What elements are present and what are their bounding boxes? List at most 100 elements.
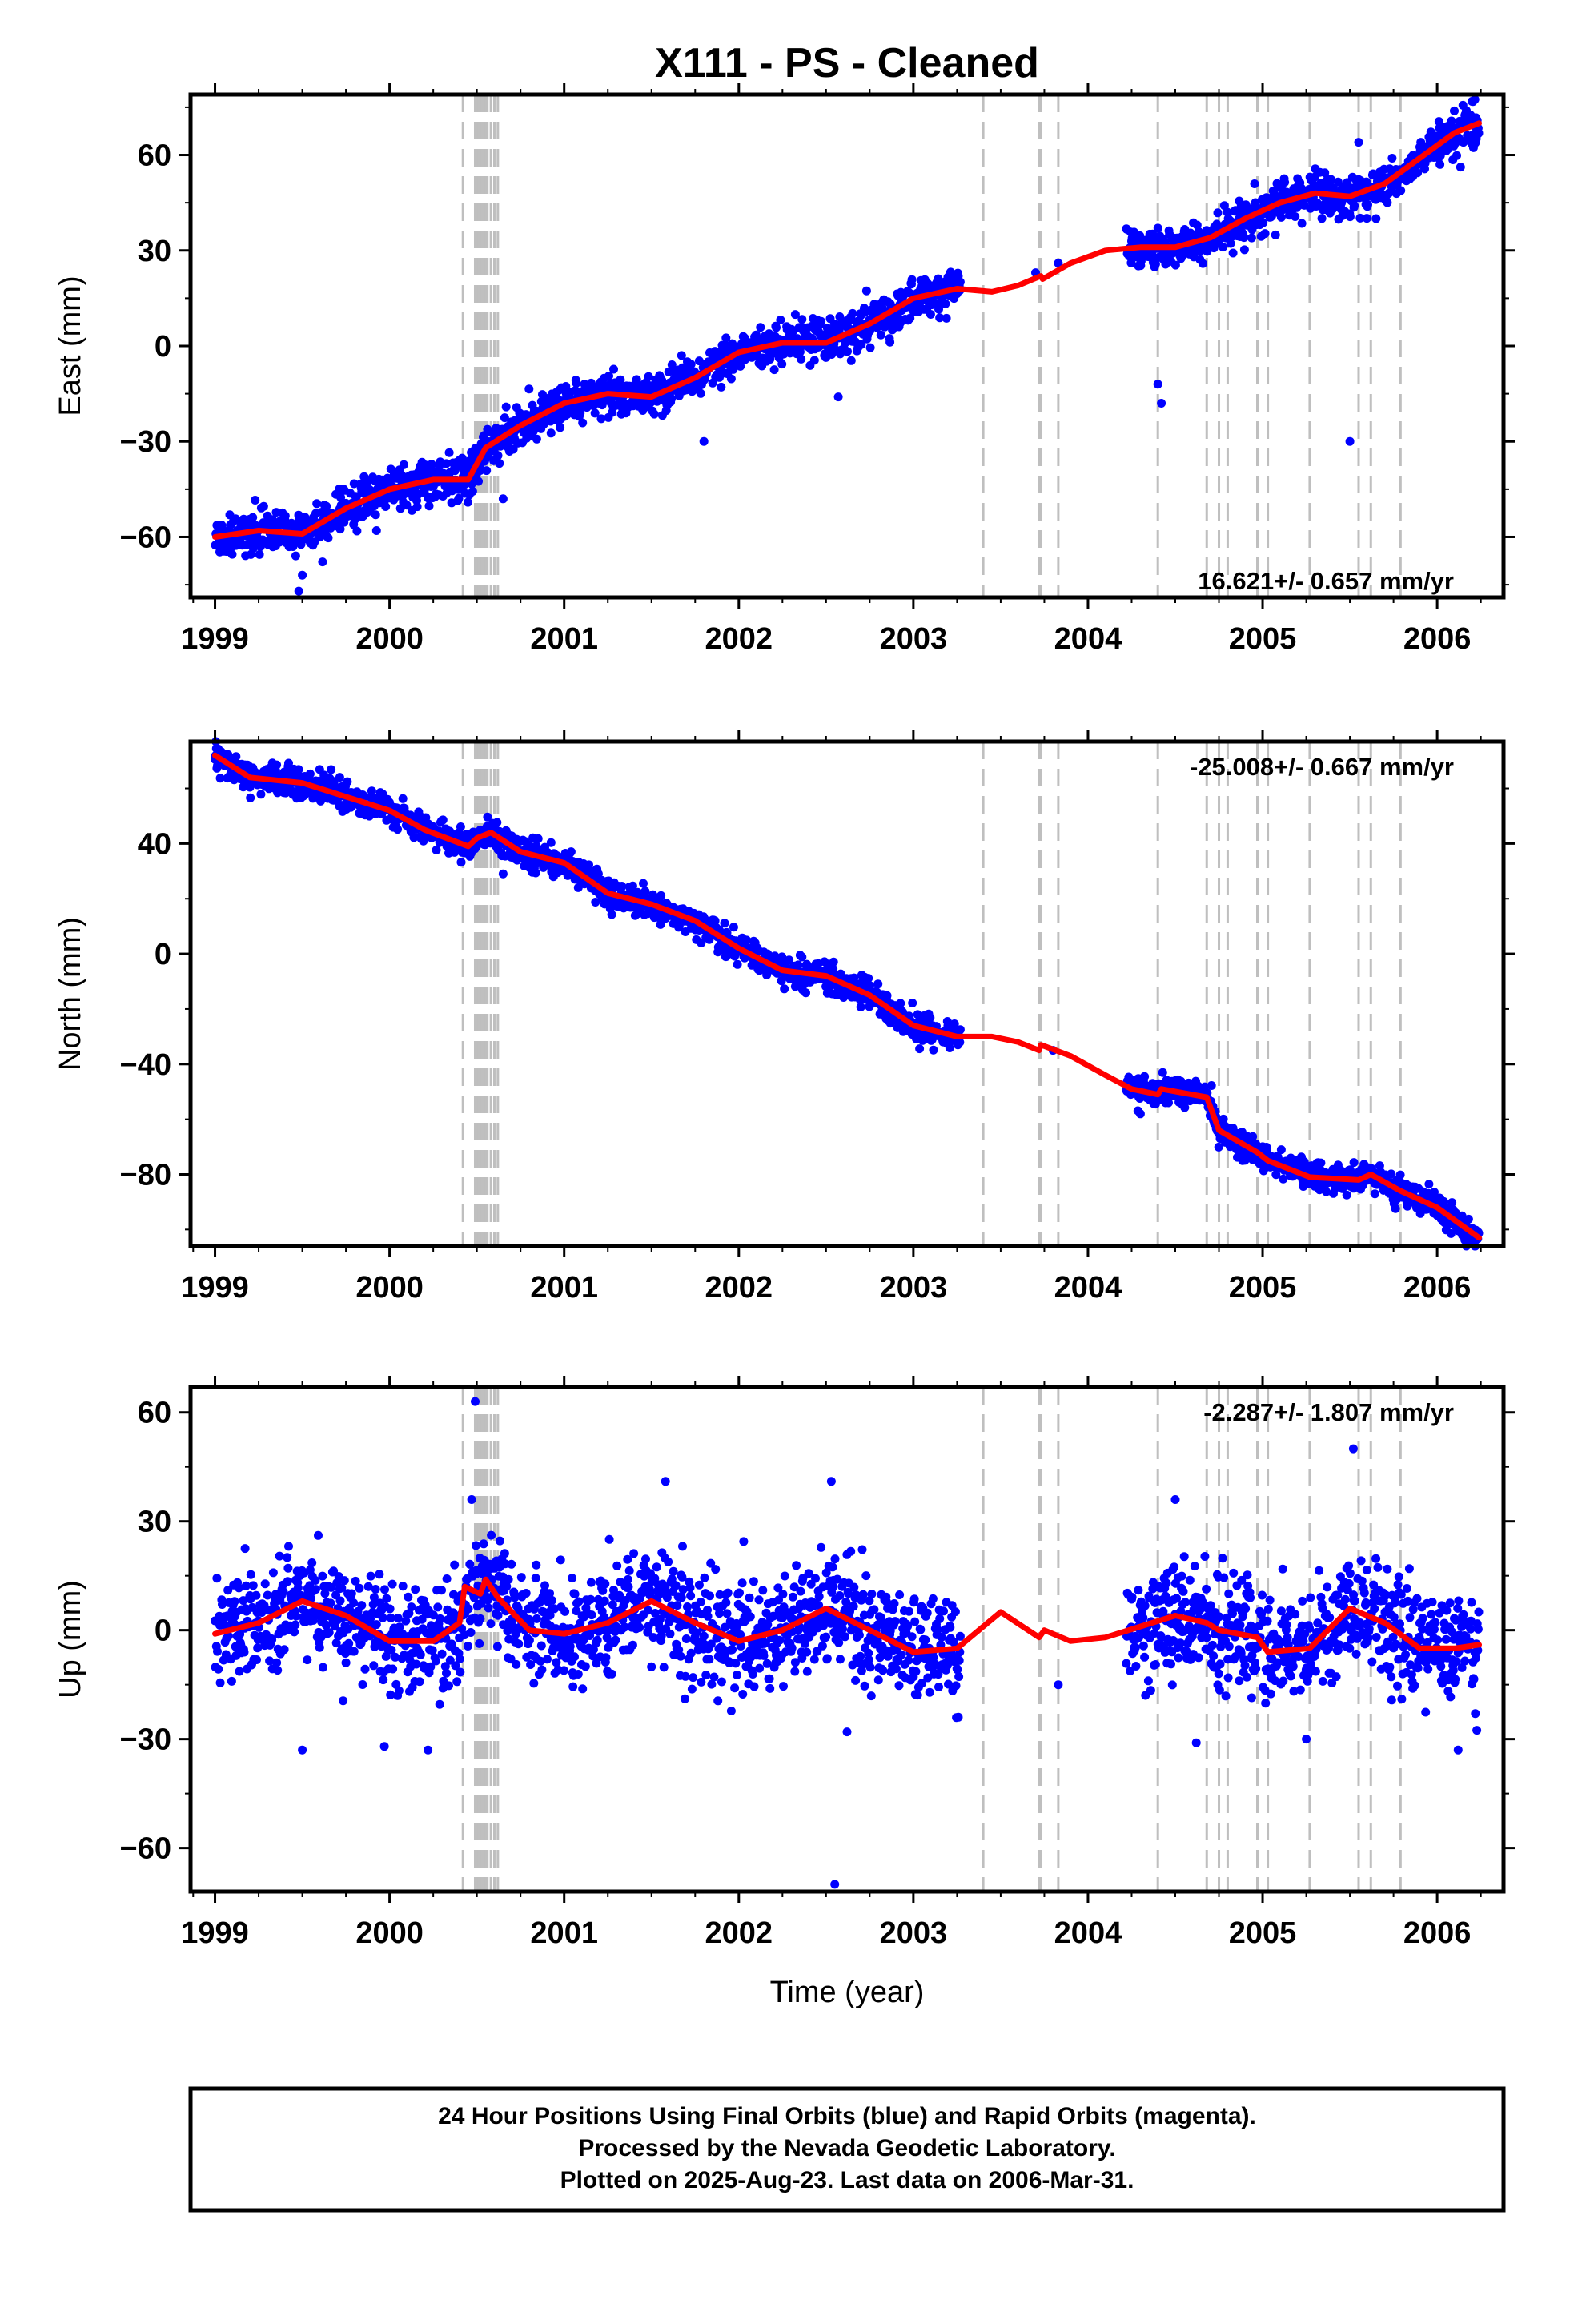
data-point bbox=[617, 882, 627, 891]
data-point bbox=[1276, 212, 1286, 222]
x-tick-label: 2002 bbox=[705, 1271, 773, 1305]
data-point bbox=[464, 1604, 473, 1614]
data-point bbox=[929, 1045, 938, 1055]
data-point bbox=[769, 365, 779, 375]
data-point bbox=[1247, 233, 1256, 243]
data-point bbox=[371, 510, 380, 520]
data-point bbox=[463, 1642, 472, 1651]
data-point bbox=[809, 356, 819, 365]
data-point bbox=[656, 891, 666, 900]
data-point bbox=[1464, 1214, 1473, 1224]
data-point bbox=[379, 1675, 388, 1685]
data-point bbox=[492, 818, 502, 827]
data-point bbox=[846, 356, 856, 365]
data-point bbox=[508, 444, 518, 454]
data-point bbox=[349, 1598, 359, 1608]
offset-lines-east bbox=[461, 94, 1402, 597]
data-point bbox=[483, 812, 492, 822]
data-point bbox=[572, 378, 581, 388]
data-point bbox=[436, 1614, 445, 1623]
data-point bbox=[546, 428, 556, 438]
data-point bbox=[1126, 258, 1136, 267]
data-point bbox=[1219, 243, 1227, 252]
y-axis-label-east: East (mm) bbox=[54, 275, 87, 416]
data-point-outlier bbox=[1371, 214, 1381, 223]
data-point bbox=[424, 501, 434, 511]
data-point bbox=[1291, 212, 1300, 221]
data-point bbox=[404, 1592, 413, 1602]
y-tick-label: 0 bbox=[155, 938, 171, 971]
data-point bbox=[1349, 1158, 1359, 1168]
y-tick-label: 0 bbox=[155, 330, 171, 364]
data-point bbox=[780, 984, 789, 994]
data-point bbox=[721, 333, 731, 343]
data-point bbox=[843, 347, 852, 356]
data-point bbox=[1435, 159, 1445, 169]
panel-east: 1999 2000 2001 2002 2003 2004 2005 2006−60−3003… bbox=[54, 83, 1515, 656]
data-point bbox=[312, 499, 322, 509]
data-point bbox=[272, 1658, 282, 1667]
data-point bbox=[283, 1553, 292, 1562]
data-point bbox=[1387, 154, 1397, 163]
data-point bbox=[246, 793, 255, 802]
data-point bbox=[280, 511, 290, 521]
data-point bbox=[380, 1585, 389, 1594]
data-point bbox=[227, 549, 237, 559]
data-point bbox=[888, 325, 897, 335]
data-point bbox=[493, 451, 503, 460]
data-point bbox=[493, 1610, 503, 1620]
data-point bbox=[1207, 1081, 1216, 1090]
data-point bbox=[644, 372, 653, 381]
data-point bbox=[955, 1025, 965, 1035]
data-point bbox=[1342, 1190, 1351, 1200]
data-point bbox=[873, 979, 883, 989]
data-point bbox=[398, 794, 408, 803]
y-tick-label: −80 bbox=[120, 1158, 171, 1192]
data-point bbox=[667, 360, 677, 369]
panels-group: 1999 2000 2001 2002 2003 2004 2005 2006−60−3003… bbox=[54, 83, 1515, 1950]
data-point bbox=[1456, 163, 1465, 172]
data-point bbox=[908, 999, 917, 1007]
data-point bbox=[358, 1680, 367, 1689]
data-point bbox=[246, 1570, 255, 1579]
data-point bbox=[339, 1696, 348, 1706]
data-point bbox=[341, 1658, 351, 1667]
data-point bbox=[450, 466, 460, 476]
data-point bbox=[388, 1664, 398, 1674]
data-point bbox=[450, 1560, 460, 1570]
data-point bbox=[1153, 223, 1162, 233]
data-point-outlier bbox=[498, 494, 508, 504]
data-point bbox=[371, 1620, 381, 1630]
figure-title: X111 - PS - Cleaned bbox=[655, 40, 1039, 86]
data-point bbox=[344, 1638, 354, 1648]
data-point bbox=[556, 423, 565, 432]
data-point bbox=[495, 1536, 504, 1546]
data-point bbox=[532, 434, 541, 444]
data-point bbox=[431, 1656, 440, 1666]
data-point bbox=[776, 316, 785, 324]
data-point bbox=[327, 765, 336, 774]
data-point bbox=[367, 786, 376, 796]
data-point bbox=[371, 1585, 380, 1594]
data-point bbox=[482, 466, 492, 476]
data-point bbox=[686, 360, 696, 369]
x-tick-label: 2003 bbox=[880, 622, 948, 656]
data-point bbox=[756, 323, 765, 332]
data-point bbox=[1424, 1180, 1434, 1189]
data-point bbox=[667, 394, 677, 404]
offset-lines-north bbox=[461, 742, 1402, 1246]
data-point bbox=[432, 846, 441, 854]
data-point bbox=[393, 825, 403, 834]
data-point bbox=[1395, 1170, 1405, 1180]
data-point bbox=[231, 752, 241, 762]
data-point bbox=[1150, 259, 1160, 269]
data-point bbox=[442, 1668, 451, 1678]
data-point bbox=[239, 1647, 249, 1657]
data-point bbox=[455, 1655, 464, 1663]
data-point bbox=[303, 1655, 312, 1665]
data-point bbox=[375, 1570, 384, 1579]
data-point bbox=[318, 557, 327, 567]
x-tick-label: 2005 bbox=[1229, 1271, 1297, 1305]
data-point-outlier bbox=[298, 570, 307, 580]
data-point bbox=[801, 988, 810, 998]
